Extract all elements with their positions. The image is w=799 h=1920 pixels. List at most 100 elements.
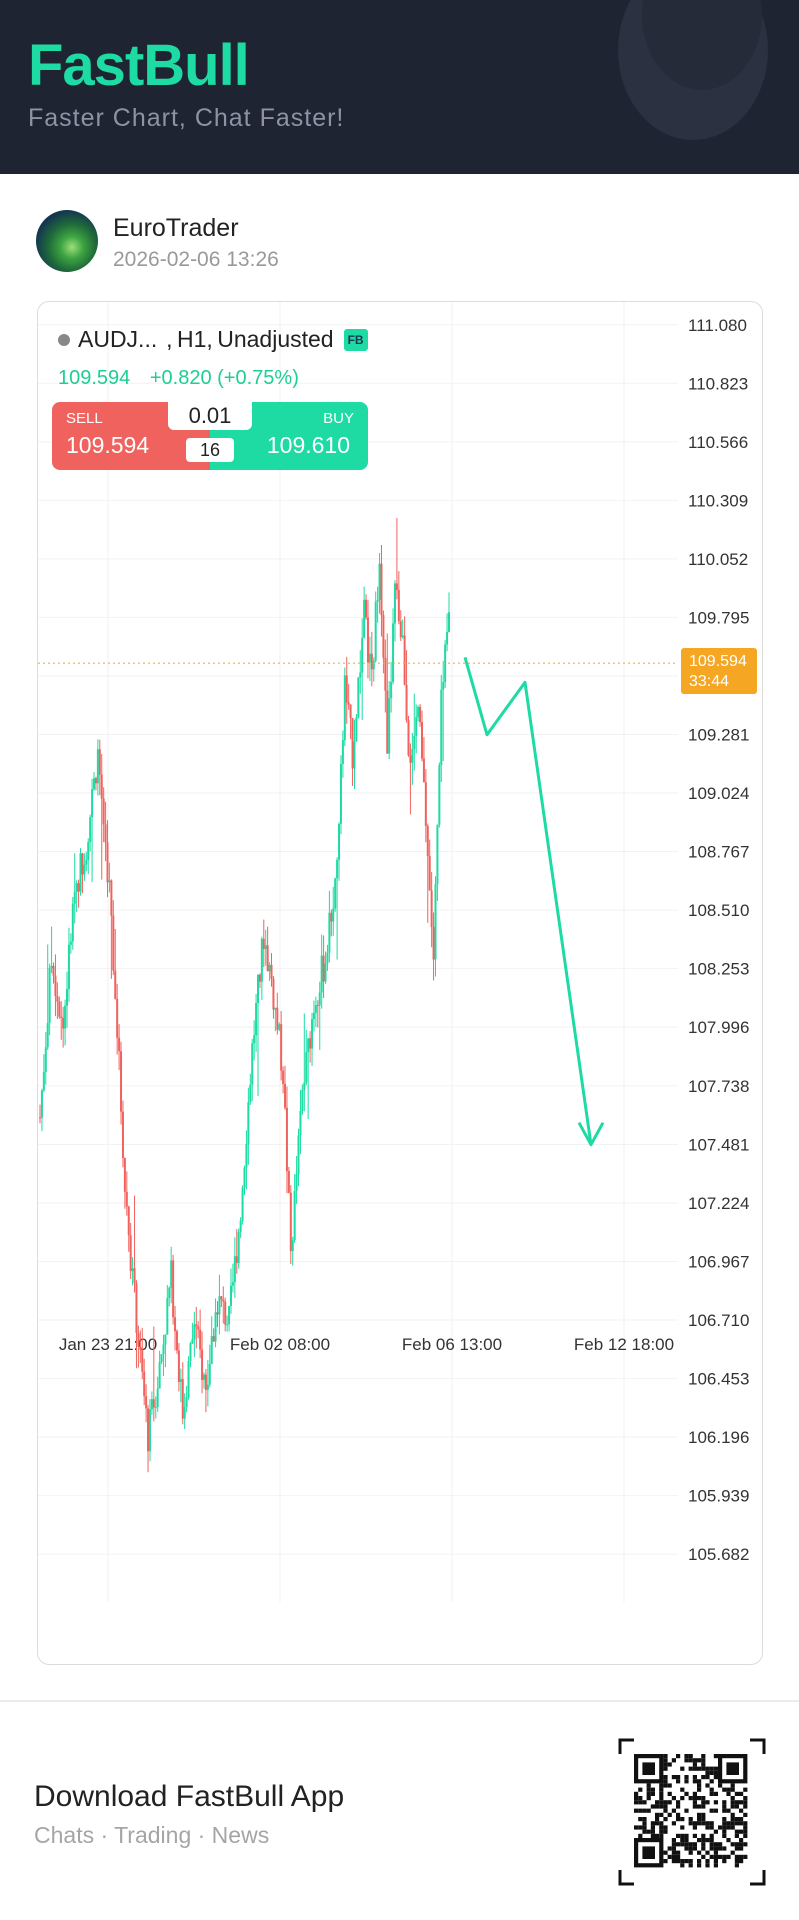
- candle-body: [110, 880, 113, 916]
- candle-body: [66, 989, 69, 1006]
- candle-body: [303, 1082, 306, 1091]
- qr-module: [705, 1821, 710, 1826]
- qr-module: [713, 1775, 718, 1780]
- qr-module: [718, 1846, 723, 1851]
- qr-module: [692, 1821, 697, 1826]
- qr-module: [709, 1854, 714, 1859]
- lot-size-input[interactable]: 0.01: [168, 402, 252, 430]
- adjustment-label: Unadjusted: [217, 326, 334, 352]
- candle-body: [104, 824, 107, 843]
- qr-module: [676, 1850, 681, 1855]
- qr-module: [684, 1846, 689, 1851]
- qr-module: [688, 1842, 693, 1847]
- y-tick-label: 107.996: [688, 1018, 749, 1037]
- qr-module: [663, 1859, 668, 1864]
- qr-module: [688, 1796, 693, 1801]
- candle-body: [224, 1301, 227, 1325]
- candle-countdown: 33:44: [689, 673, 730, 691]
- candle-body: [280, 1024, 283, 1071]
- price-tag-value: 109.594: [689, 653, 747, 671]
- download-subtitle: Chats · Trading · News: [34, 1822, 270, 1848]
- candle-body: [127, 1206, 130, 1236]
- qr-module: [722, 1825, 727, 1830]
- candle-body: [251, 1043, 254, 1085]
- qr-module: [730, 1812, 735, 1817]
- qr-module: [722, 1846, 727, 1851]
- qr-module: [663, 1779, 668, 1784]
- qr-module: [709, 1808, 714, 1813]
- candle-body: [98, 749, 101, 775]
- y-tick-label: 107.738: [688, 1077, 749, 1096]
- qr-module: [697, 1817, 702, 1822]
- qr-module: [743, 1796, 748, 1801]
- candle-body: [293, 1190, 296, 1240]
- candle-body: [407, 720, 410, 756]
- qr-module: [722, 1833, 727, 1838]
- candle-body: [147, 1408, 150, 1452]
- candle-body: [336, 859, 339, 879]
- brand-tagline: Faster Chart, Chat Faster!: [28, 104, 345, 132]
- qr-module: [701, 1846, 706, 1851]
- download-title[interactable]: Download FastBull App: [34, 1780, 345, 1813]
- symbol-name[interactable]: AUDJ...: [78, 326, 158, 352]
- candle-body: [372, 660, 375, 670]
- buy-label: BUY: [323, 410, 354, 427]
- candle-body: [411, 748, 414, 763]
- qr-module: [739, 1808, 744, 1813]
- candle-body: [150, 1399, 153, 1410]
- candle-body: [106, 842, 109, 883]
- qr-module: [739, 1829, 744, 1834]
- qr-module: [659, 1796, 664, 1801]
- candle-body: [374, 602, 377, 661]
- qr-module: [739, 1821, 744, 1826]
- qr-module: [659, 1800, 664, 1805]
- qr-module: [730, 1796, 735, 1801]
- qr-module: [667, 1791, 672, 1796]
- candle-body: [258, 974, 261, 982]
- candle-body: [268, 964, 271, 972]
- buy-price: 109.610: [266, 432, 350, 458]
- candle-body: [129, 1235, 132, 1272]
- qr-module: [718, 1842, 723, 1847]
- candle-body: [233, 1256, 236, 1283]
- timeframe-label[interactable]: H1,: [176, 326, 213, 352]
- candle-body: [220, 1296, 223, 1300]
- candle-body: [202, 1374, 205, 1380]
- y-tick-label: 106.967: [688, 1253, 749, 1272]
- quote-row: 109.594 +0.820 (+0.75%): [58, 367, 313, 390]
- candle-body: [409, 755, 412, 763]
- qr-module: [701, 1766, 706, 1771]
- candle-body: [359, 672, 362, 678]
- candle-body: [257, 974, 260, 1004]
- candle-body: [93, 778, 96, 790]
- qr-module: [634, 1825, 639, 1830]
- author-name[interactable]: EuroTrader: [113, 214, 239, 242]
- symbol-row: AUDJ... , H1, Unadjusted FB: [58, 326, 368, 356]
- y-tick-label: 107.481: [688, 1135, 749, 1154]
- candle-body: [156, 1388, 159, 1407]
- candle-body: [388, 698, 391, 754]
- candle-body: [305, 1052, 308, 1083]
- qr-module: [697, 1804, 702, 1809]
- candle-body: [114, 970, 117, 999]
- candle-body: [52, 965, 55, 976]
- qr-module: [743, 1829, 748, 1834]
- candle-body: [432, 926, 435, 960]
- candle-body: [58, 1001, 61, 1017]
- chart-card[interactable]: 111.080 110.823 110.566 110.309 110.052 109.7…: [37, 301, 763, 1665]
- candle-body: [118, 1037, 121, 1052]
- qr-module: [730, 1842, 735, 1847]
- avatar[interactable]: [36, 210, 98, 272]
- qr-module: [655, 1812, 660, 1817]
- qr-module: [646, 1787, 651, 1792]
- brand-logo: FastBull: [28, 33, 250, 98]
- qr-code-icon[interactable]: [618, 1738, 766, 1886]
- candlestick-chart[interactable]: 111.080 110.823 110.566 110.309 110.052 109.7…: [38, 302, 762, 1664]
- candle-body: [168, 1287, 171, 1298]
- candle-body: [177, 1350, 180, 1382]
- qr-module: [709, 1838, 714, 1843]
- qr-module: [688, 1863, 693, 1868]
- qr-module: [671, 1808, 676, 1813]
- candle-body: [339, 763, 342, 824]
- candle-body: [166, 1297, 169, 1335]
